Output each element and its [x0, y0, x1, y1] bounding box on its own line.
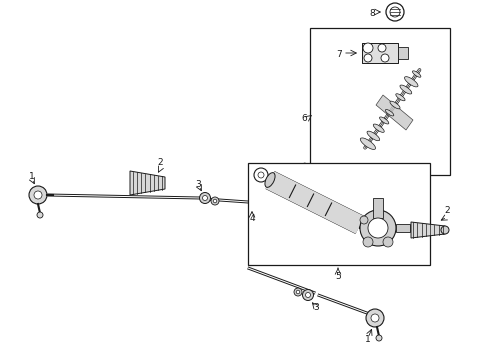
Circle shape [383, 237, 393, 247]
Ellipse shape [373, 124, 384, 132]
Ellipse shape [441, 226, 449, 234]
Ellipse shape [413, 71, 421, 77]
Bar [248, 163, 430, 265]
Circle shape [390, 7, 400, 17]
Circle shape [376, 335, 382, 341]
Circle shape [366, 309, 384, 327]
Circle shape [378, 44, 386, 52]
Text: 2: 2 [157, 158, 163, 167]
Circle shape [254, 168, 268, 182]
Circle shape [363, 237, 373, 247]
Text: 1: 1 [29, 171, 35, 180]
Circle shape [363, 43, 373, 53]
Ellipse shape [385, 109, 394, 116]
Circle shape [296, 290, 300, 294]
Circle shape [305, 292, 311, 297]
Text: 8: 8 [369, 9, 375, 18]
Ellipse shape [396, 94, 405, 101]
Circle shape [360, 210, 396, 246]
Circle shape [302, 289, 314, 301]
Ellipse shape [380, 117, 389, 124]
Circle shape [368, 218, 388, 238]
Circle shape [360, 216, 368, 224]
Text: 6: 6 [301, 113, 307, 122]
Bar [398, 47, 408, 59]
Circle shape [381, 54, 389, 62]
Circle shape [386, 3, 404, 21]
Bar [396, 224, 410, 232]
Polygon shape [376, 95, 413, 130]
Text: 3: 3 [195, 180, 201, 189]
Circle shape [211, 197, 219, 205]
Circle shape [202, 195, 207, 201]
Circle shape [37, 212, 43, 218]
Circle shape [364, 54, 372, 62]
Ellipse shape [367, 131, 380, 141]
Circle shape [371, 314, 379, 322]
Polygon shape [411, 222, 445, 238]
Bar [373, 198, 383, 218]
Text: 3: 3 [313, 303, 319, 312]
Text: 4: 4 [249, 213, 255, 222]
Circle shape [34, 191, 42, 199]
Text: 5: 5 [335, 272, 341, 281]
Circle shape [213, 199, 217, 203]
Circle shape [258, 172, 264, 178]
Circle shape [199, 193, 211, 203]
Ellipse shape [390, 101, 400, 109]
Ellipse shape [265, 173, 275, 187]
Bar [362, 43, 398, 63]
Bar [310, 28, 450, 175]
Ellipse shape [400, 85, 412, 94]
Text: 1: 1 [365, 336, 371, 345]
Circle shape [29, 186, 47, 204]
Ellipse shape [360, 138, 375, 149]
Text: 2: 2 [444, 206, 450, 215]
Text: 7: 7 [336, 50, 342, 59]
Polygon shape [130, 171, 165, 195]
Ellipse shape [405, 77, 418, 87]
Circle shape [294, 288, 302, 296]
